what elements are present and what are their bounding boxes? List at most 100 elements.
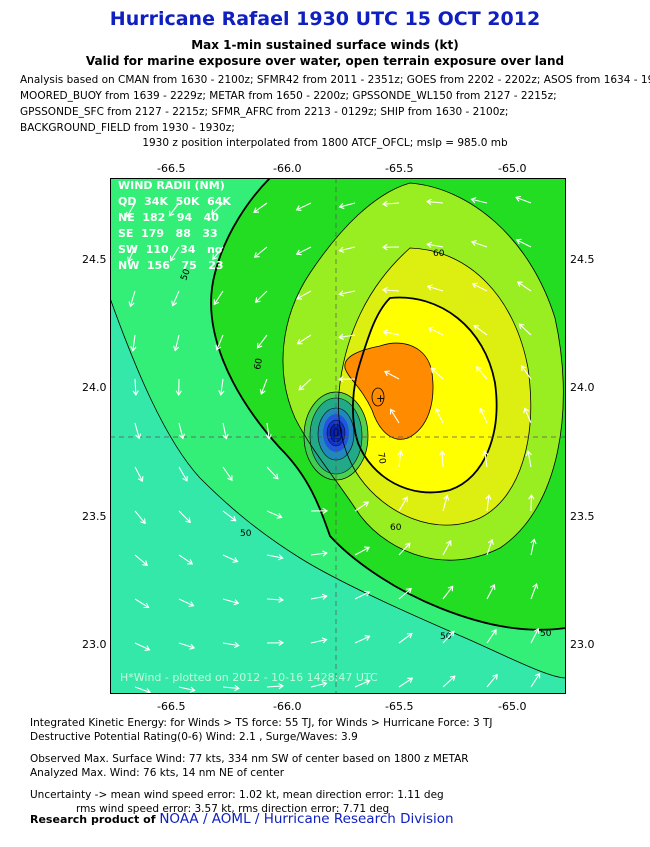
wind-arrow [442, 630, 455, 644]
wind-arrow [428, 327, 444, 336]
wind-arrow [310, 552, 327, 556]
x-tick-top: -65.0 [498, 162, 527, 175]
wind-arrow-head [182, 475, 188, 482]
wind-arrow-head [234, 684, 240, 692]
wind-arrow-head [338, 246, 345, 253]
wind-arrow [479, 408, 488, 424]
wind-arrow [398, 542, 411, 556]
wind-arrow [442, 540, 452, 556]
analysis-line: Analysis based on CMAN from 1630 - 2100z… [20, 74, 650, 86]
wind-arrow-head [471, 282, 478, 289]
wind-arrow [266, 466, 279, 480]
contour-70 [344, 342, 434, 440]
wind-arrow [178, 510, 191, 523]
wind-arrow-head [475, 366, 482, 372]
wind-arrow-head [487, 538, 494, 545]
wind-arrow [178, 422, 184, 439]
wind-field-svg: + 50 50 50 60 60 60 70 50 [110, 178, 566, 694]
wind-band-70 [344, 343, 433, 440]
wind-arrow-head [127, 256, 133, 263]
wind-arrow [178, 642, 195, 649]
wind-arrow-head [272, 473, 279, 480]
wind-arrow [296, 246, 312, 255]
wind-arrow-head [296, 338, 303, 345]
analyzed-max-text: Analyzed Max. Wind: 76 kts, 14 nm NE of … [30, 767, 285, 779]
max-wind-marker: + [376, 392, 385, 405]
wind-arrow [339, 334, 356, 338]
y-tick-left: 23.0 [82, 638, 107, 651]
wind-arrow [134, 686, 151, 693]
wind-arrow [296, 202, 312, 211]
wind-arrow [442, 675, 456, 688]
wind-arrow-head [515, 238, 522, 245]
contour-50 [210, 178, 566, 631]
wind-arrow-head [253, 252, 260, 258]
wind-arrow-head [189, 643, 196, 650]
wind-arrow-head [382, 200, 388, 208]
wind-arrow [354, 501, 369, 512]
wind-arrow-head [212, 254, 218, 261]
plot-credit: H*Wind - plotted on 2012 - 10-16 1428:47… [120, 671, 378, 684]
analysis-line: BACKGROUND_FIELD from 1930 - 1930z; [20, 122, 235, 134]
wind-arrow-head [321, 681, 328, 688]
wind-arrow-head [407, 677, 414, 683]
wind-arrow-head [259, 388, 266, 395]
wind-arrow [398, 588, 412, 600]
x-tick-bottom: -66.0 [273, 700, 302, 713]
wind-arrow [486, 584, 495, 600]
wind-arrow-head [533, 627, 540, 634]
wind-radii-title: WIND RADII (NM) [118, 179, 225, 192]
wind-arrow [354, 591, 370, 600]
wind-arrow-head [210, 209, 217, 216]
wind-arrow-head [446, 540, 452, 546]
wind-arrow [132, 334, 136, 351]
wind-arrow-head [426, 284, 433, 291]
wind-arrow-head [338, 203, 345, 210]
wind-arrow-head [137, 476, 144, 483]
wind-arrow [257, 334, 268, 349]
y-tick-left: 24.5 [82, 253, 107, 266]
wind-arrow [222, 598, 239, 604]
wind-arrow [435, 408, 444, 424]
wind-arrow [213, 290, 224, 305]
contour-45 [110, 297, 566, 679]
wind-arrow [266, 598, 284, 601]
x-tick-bottom: -65.0 [498, 700, 527, 713]
observed-max-text: Observed Max. Surface Wind: 77 kts, 334 … [30, 753, 469, 765]
x-tick-top: -66.0 [273, 162, 302, 175]
wind-arrow [310, 595, 327, 600]
wind-arrow-head [406, 587, 412, 594]
wind-arrow-head [132, 390, 139, 396]
wind-radii-row: NW 156 75 23 [118, 259, 224, 272]
wind-arrow [170, 246, 180, 261]
wind-arrow [296, 290, 312, 300]
wind-arrow [383, 331, 400, 336]
wind-arrow-head [515, 195, 522, 202]
wind-arrow-head [525, 450, 532, 457]
wind-arrow-head [389, 408, 396, 415]
wind-arrow-head [470, 197, 477, 204]
wind-arrow-head [449, 675, 456, 682]
wind-arrow-head [364, 590, 371, 597]
rms-error-text: rms wind speed error: 3.57 kt, rms direc… [76, 803, 390, 815]
contour-65 [352, 296, 498, 494]
wind-arrow-head [232, 557, 239, 563]
wind-arrow [427, 243, 444, 248]
wind-arrow-head [233, 641, 240, 649]
wind-arrow [486, 495, 490, 512]
uncertainty-text: Uncertainty -> mean wind speed error: 1.… [30, 789, 444, 801]
wind-arrow-head [233, 599, 240, 606]
wind-arrow [134, 422, 140, 439]
wind-arrow-head [178, 433, 186, 440]
wind-arrow [430, 367, 444, 380]
wind-arrow [222, 686, 239, 689]
wind-arrow-head [402, 496, 408, 503]
wind-arrow [174, 334, 180, 351]
wind-arrow [127, 246, 136, 262]
wind-arrow-head [338, 290, 345, 297]
contour-60 [338, 247, 532, 526]
wind-arrow [521, 365, 532, 380]
wind-arrow-head [278, 683, 284, 690]
noaa-link[interactable]: NOAA / AOML / Hurricane Research Divisio… [159, 811, 454, 827]
wind-arrow [427, 285, 444, 292]
